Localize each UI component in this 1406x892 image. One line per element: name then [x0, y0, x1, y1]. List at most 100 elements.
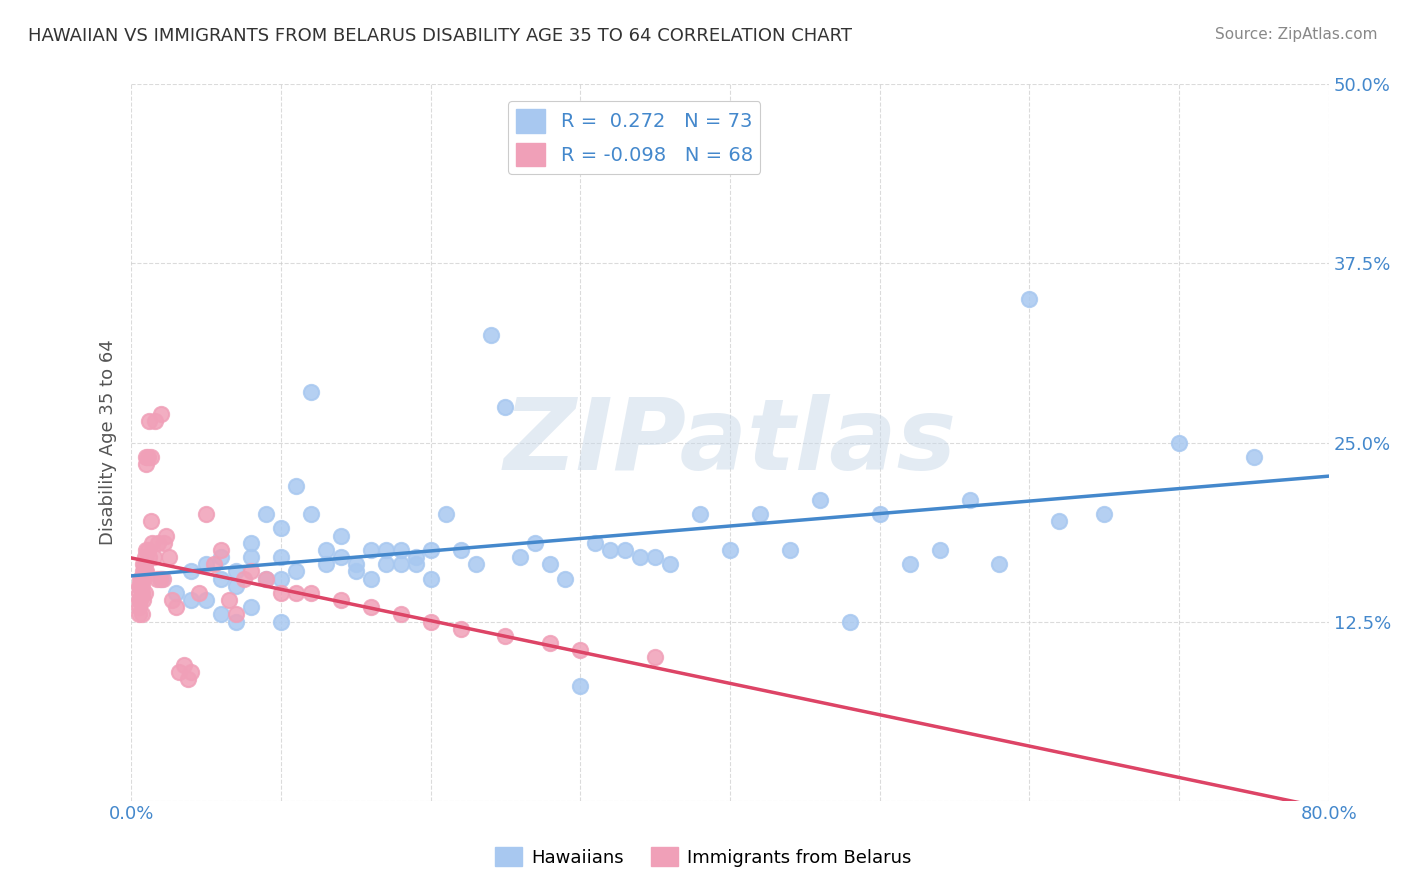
Point — [180, 565, 202, 579]
Point — [254, 572, 277, 586]
Point — [134, 586, 156, 600]
Point — [254, 507, 277, 521]
Point — [157, 550, 180, 565]
Point — [419, 615, 441, 629]
Point — [479, 328, 502, 343]
Point — [128, 607, 150, 622]
Point — [464, 558, 486, 572]
Point — [838, 615, 860, 629]
Point — [270, 572, 292, 586]
Point — [1243, 450, 1265, 464]
Point — [434, 507, 457, 521]
Point — [869, 507, 891, 521]
Point — [495, 629, 517, 643]
Text: ZIPatlas: ZIPatlas — [503, 394, 956, 491]
Point — [139, 514, 162, 528]
Point — [329, 593, 352, 607]
Point — [299, 586, 322, 600]
Point — [344, 565, 367, 579]
Point — [1018, 293, 1040, 307]
Point — [128, 600, 150, 615]
Point — [225, 615, 247, 629]
Point — [614, 543, 637, 558]
Point — [419, 572, 441, 586]
Point — [240, 550, 263, 565]
Point — [315, 543, 337, 558]
Point — [450, 622, 472, 636]
Point — [538, 558, 561, 572]
Point — [360, 600, 382, 615]
Point — [240, 600, 263, 615]
Point — [329, 528, 352, 542]
Point — [160, 593, 183, 607]
Point — [148, 536, 170, 550]
Point — [538, 636, 561, 650]
Point — [284, 565, 307, 579]
Point — [360, 572, 382, 586]
Point — [177, 672, 200, 686]
Point — [240, 565, 263, 579]
Point — [209, 543, 232, 558]
Point — [134, 558, 156, 572]
Point — [959, 492, 981, 507]
Point — [225, 607, 247, 622]
Point — [329, 550, 352, 565]
Point — [131, 579, 153, 593]
Point — [270, 550, 292, 565]
Point — [145, 572, 167, 586]
Point — [141, 536, 163, 550]
Point — [138, 550, 160, 565]
Point — [209, 572, 232, 586]
Point — [374, 543, 396, 558]
Point — [150, 572, 173, 586]
Point — [195, 558, 218, 572]
Point — [165, 586, 187, 600]
Point — [134, 550, 156, 565]
Point — [524, 536, 547, 550]
Point — [180, 665, 202, 679]
Point — [299, 385, 322, 400]
Point — [450, 543, 472, 558]
Point — [150, 407, 173, 421]
Point — [132, 558, 155, 572]
Point — [135, 450, 157, 464]
Point — [155, 528, 177, 542]
Point — [628, 550, 651, 565]
Point — [749, 507, 772, 521]
Point — [419, 543, 441, 558]
Point — [202, 558, 225, 572]
Point — [405, 558, 427, 572]
Point — [405, 550, 427, 565]
Point — [134, 565, 156, 579]
Point — [139, 450, 162, 464]
Point — [165, 600, 187, 615]
Point — [689, 507, 711, 521]
Point — [1092, 507, 1115, 521]
Point — [129, 572, 152, 586]
Point — [132, 565, 155, 579]
Point — [299, 507, 322, 521]
Point — [344, 558, 367, 572]
Point — [270, 521, 292, 535]
Point — [129, 593, 152, 607]
Point — [583, 536, 606, 550]
Point — [167, 665, 190, 679]
Point — [195, 593, 218, 607]
Point — [389, 607, 412, 622]
Point — [360, 543, 382, 558]
Point — [136, 543, 159, 558]
Point — [152, 572, 174, 586]
Point — [149, 572, 172, 586]
Point — [135, 565, 157, 579]
Point — [1168, 435, 1191, 450]
Point — [644, 550, 666, 565]
Text: Source: ZipAtlas.com: Source: ZipAtlas.com — [1215, 27, 1378, 42]
Point — [240, 536, 263, 550]
Point — [143, 414, 166, 428]
Point — [898, 558, 921, 572]
Point — [569, 679, 592, 693]
Point — [180, 593, 202, 607]
Point — [209, 607, 232, 622]
Point — [232, 572, 254, 586]
Point — [135, 457, 157, 471]
